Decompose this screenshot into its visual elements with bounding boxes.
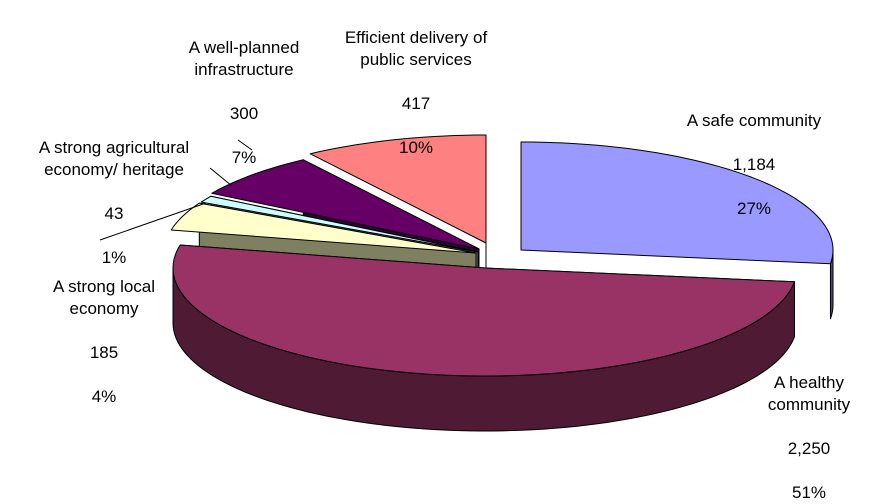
label-local-economy-name: A strong local economy	[52, 277, 156, 318]
leader-agricultural-economy	[209, 167, 233, 187]
label-healthy-community: A healthy community 2,250 51%	[752, 350, 866, 504]
slice-local-economy-top	[170, 202, 477, 254]
slice-infrastructure-top	[211, 159, 480, 250]
label-safe-community: A safe community 1,184 27%	[680, 88, 828, 220]
label-infrastructure-name: A well-planned infrastructure	[188, 38, 300, 79]
label-public-services-name: Efficient delivery of public services	[344, 28, 488, 69]
slice-safe-community-top	[520, 141, 834, 265]
label-agricultural-economy-percent: 1%	[101, 248, 127, 267]
label-healthy-community-name: A healthy community	[767, 373, 851, 414]
label-safe-community-value: 1,184	[732, 155, 776, 174]
label-local-economy: A strong local economy 185 4%	[34, 254, 174, 408]
pie-chart	[99, 134, 834, 432]
pie-slices	[170, 134, 834, 432]
leader-local-economy	[99, 202, 207, 241]
leader-infrastructure	[237, 139, 253, 151]
label-infrastructure-value: 300	[229, 104, 259, 123]
label-infrastructure: A well-planned infrastructure 300 7%	[174, 15, 314, 169]
label-agricultural-economy-name: A strong agricultural economy/ heritage	[38, 138, 190, 179]
slice-agricultural-economy-top	[200, 195, 479, 253]
label-infrastructure-percent: 7%	[231, 148, 257, 167]
label-safe-community-name: A safe community	[686, 111, 822, 130]
leader-lines	[99, 139, 253, 241]
label-agricultural-economy: A strong agricultural economy/ heritage …	[14, 115, 214, 269]
label-agricultural-economy-value: 43	[104, 204, 124, 223]
slice-healthy-community-top	[172, 244, 795, 377]
label-healthy-community-percent: 51%	[791, 483, 827, 502]
label-public-services: Efficient delivery of public services 41…	[326, 5, 506, 159]
label-public-services-value: 417	[401, 94, 431, 113]
slice-public-services-top	[309, 134, 487, 244]
label-safe-community-percent: 27%	[736, 199, 772, 218]
label-local-economy-percent: 4%	[91, 387, 117, 406]
label-healthy-community-value: 2,250	[787, 439, 831, 458]
label-local-economy-value: 185	[89, 343, 119, 362]
label-public-services-percent: 10%	[398, 138, 434, 157]
